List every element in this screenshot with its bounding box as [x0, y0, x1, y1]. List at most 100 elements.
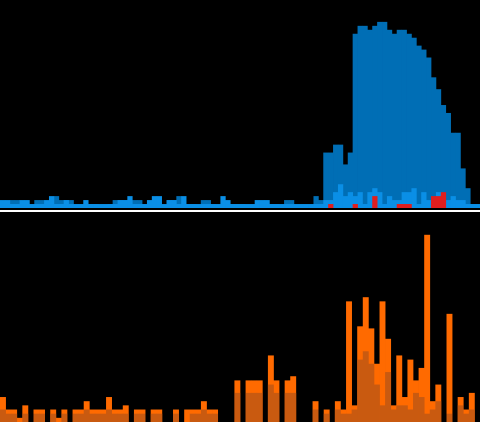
top-plot-texture-bar-50 — [244, 204, 251, 208]
top-plot-body-bar-67 — [328, 152, 334, 208]
bottom-plot-secondary-bar-36 — [200, 409, 207, 422]
top-plot-body-bar-79 — [386, 29, 393, 208]
top-plot-texture-bar-21 — [102, 204, 109, 208]
top-plot-texture-bar-72 — [352, 196, 358, 208]
bottom-plot-primary-bar-3 — [16, 417, 23, 422]
top-plot-texture-bar-58 — [284, 204, 290, 208]
top-plot-body-bar-72 — [352, 33, 358, 209]
top-plot-spike-bar-88 — [431, 196, 437, 208]
top-plot-texture-bar-16 — [78, 204, 84, 208]
top-plot-texture-bar-83 — [406, 192, 412, 208]
top-plot-texture-bar-42 — [205, 204, 211, 208]
bottom-plot-secondary-bar-1 — [5, 413, 12, 422]
bottom-plot-secondary-bar-25 — [139, 413, 146, 422]
bottom-plot-secondary-bar-68 — [379, 405, 386, 422]
top-plot-texture-bar-2 — [9, 204, 16, 208]
bottom-plot-secondary-bar-35 — [195, 413, 202, 422]
top-plot-texture-bar-95 — [465, 204, 471, 208]
top-plot-texture-bar-86 — [421, 192, 427, 208]
top-plot-body-bar-95 — [465, 188, 471, 208]
bottom-plot-secondary-bar-65 — [362, 351, 369, 422]
bottom-plot-secondary-bar-42 — [234, 392, 241, 422]
top-plot-texture-bar-62 — [303, 204, 309, 208]
top-plot-texture-bar-57 — [279, 204, 285, 208]
bottom-plot-secondary-bar-48 — [267, 384, 274, 422]
bottom-plot-secondary-bar-2 — [11, 413, 18, 422]
bottom-plot-secondary-bar-77 — [429, 409, 436, 422]
top-plot-texture-bar-1 — [4, 200, 11, 208]
top-plot-body-bar-75 — [367, 29, 373, 208]
top-plot-texture-bar-85 — [416, 204, 422, 208]
bottom-plot-primary-bar-10 — [55, 417, 62, 422]
top-plot-texture-bar-23 — [112, 204, 118, 208]
bottom-plot-secondary-bar-0 — [0, 409, 6, 422]
bottom-plot-secondary-bar-34 — [189, 413, 196, 422]
top-plot-texture-bar-10 — [48, 196, 55, 208]
top-plot-texture-bar-7 — [34, 204, 40, 208]
top-plot-texture-bar-15 — [73, 204, 79, 208]
top-plot-texture-bar-75 — [367, 192, 373, 208]
top-plot-texture-bar-49 — [240, 204, 246, 208]
top-plot-texture-bar-17 — [83, 200, 89, 208]
bottom-plot-secondary-bar-73 — [407, 409, 414, 422]
top-plot-spike-bar-76 — [372, 196, 378, 208]
top-plot-body-bar-90 — [440, 105, 447, 208]
top-plot-texture-bar-47 — [230, 204, 236, 208]
bottom-plot-secondary-bar-38 — [212, 413, 219, 422]
top-plot-texture-bar-3 — [14, 204, 20, 208]
top-plot-texture-bar-84 — [411, 188, 417, 208]
top-plot-texture-bar-9 — [44, 200, 50, 208]
top-plot-body-bar-93 — [455, 132, 461, 208]
top-plot-texture-bar-87 — [426, 200, 432, 208]
top-plot-texture-bar-74 — [362, 204, 368, 208]
bottom-plot-secondary-bar-14 — [78, 413, 85, 422]
bottom-plot-secondary-bar-27 — [150, 413, 157, 422]
bottom-plot-secondary-bar-46 — [256, 392, 263, 422]
bottom-plot-secondary-bar-7 — [39, 413, 45, 422]
bottom-plot-secondary-bar-76 — [424, 413, 431, 422]
top-plot-texture-bar-46 — [225, 200, 231, 208]
bottom-plot-secondary-bar-72 — [401, 405, 408, 422]
top-plot-texture-bar-44 — [215, 204, 221, 208]
bottom-plot-secondary-bar-52 — [290, 392, 297, 422]
top-plot-texture-bar-32 — [156, 196, 162, 208]
top-plot-texture-bar-43 — [210, 204, 216, 208]
top-plot-body-bar-92 — [450, 132, 456, 208]
top-plot-texture-bar-52 — [254, 200, 260, 208]
bottom-plot-secondary-bar-71 — [396, 405, 403, 422]
top-plot-body-bar-81 — [396, 29, 402, 208]
top-plot-texture-bar-63 — [308, 204, 314, 208]
bottom-plot-secondary-bar-61 — [340, 413, 347, 422]
top-plot-texture-bar-73 — [357, 192, 363, 208]
top-plot-texture-bar-37 — [181, 196, 187, 208]
bottom-plot-secondary-bar-69 — [385, 372, 392, 422]
top-plot-texture-bar-66 — [323, 200, 329, 208]
bottom-plot-secondary-bar-13 — [72, 413, 79, 422]
bottom-plot-secondary-bar-17 — [94, 413, 101, 422]
top-plot-body-bar-82 — [401, 29, 407, 208]
bottom-plot-secondary-bar-60 — [334, 409, 341, 422]
top-plot-texture-bar-82 — [401, 192, 407, 208]
top-plot-texture-bar-55 — [269, 204, 275, 208]
top-plot-texture-bar-38 — [186, 204, 192, 208]
top-bar-plot — [0, 21, 480, 209]
top-plot-texture-bar-91 — [445, 200, 451, 208]
bottom-plot-primary-bar-71 — [396, 355, 403, 422]
top-plot-spike-bar-82 — [401, 204, 407, 208]
bottom-plot-secondary-bar-6 — [33, 413, 40, 422]
top-plot-texture-bar-4 — [19, 200, 25, 208]
bottom-plot-primary-bar-75 — [418, 367, 425, 422]
bottom-plot-secondary-bar-80 — [446, 413, 453, 422]
bottom-plot-secondary-bar-4 — [22, 413, 29, 422]
top-plot-body-bar-91 — [445, 112, 451, 208]
top-plot-texture-bar-19 — [93, 204, 99, 208]
top-plot-texture-bar-22 — [107, 204, 114, 208]
top-plot-texture-bar-30 — [146, 200, 153, 208]
top-plot-body-bar-80 — [391, 33, 398, 209]
top-plot-spike-bar-90 — [440, 192, 447, 208]
bottom-plot-secondary-bar-11 — [61, 413, 68, 422]
bottom-plot-primary-bar-33 — [184, 409, 191, 422]
bottom-plot-primary-bar-76 — [424, 234, 431, 422]
top-plot-texture-bar-33 — [161, 204, 167, 208]
